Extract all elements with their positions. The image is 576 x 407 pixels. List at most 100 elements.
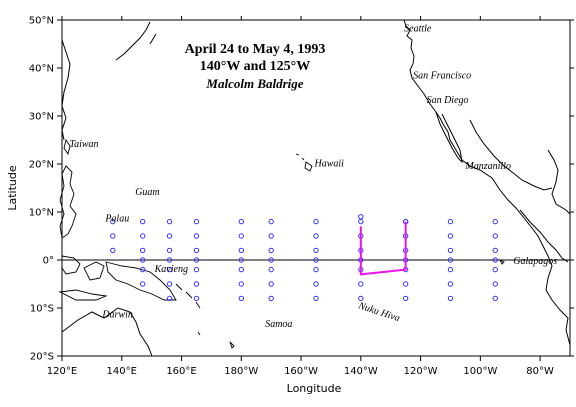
place-label: Hawaii xyxy=(314,158,345,169)
buoy-marker xyxy=(268,247,274,254)
y-tick-label: 20°N xyxy=(29,160,54,171)
japan-coast xyxy=(115,21,157,61)
buoy-marker xyxy=(313,247,319,254)
buoy-marker xyxy=(268,295,274,302)
buoy-marker xyxy=(139,218,146,225)
buoy-marker xyxy=(268,257,274,263)
buoy-marker xyxy=(358,214,364,220)
buoy-marker xyxy=(166,257,173,263)
buoy-array xyxy=(110,214,498,302)
buoy-marker xyxy=(238,247,244,254)
galapagos-islands xyxy=(498,258,505,265)
y-tick-label: 10°S xyxy=(30,304,54,315)
place-label: Samoa xyxy=(265,319,292,330)
buoy-marker xyxy=(492,218,498,225)
buoy-marker xyxy=(447,281,454,287)
buoy-marker xyxy=(193,295,200,302)
place-label: Manzanillo xyxy=(464,161,511,172)
place-label: Guam xyxy=(135,187,159,198)
buoy-marker xyxy=(166,247,173,254)
title-longitudes: 140°W and 125°W xyxy=(200,59,311,74)
new-guinea xyxy=(105,261,177,301)
buoy-marker xyxy=(447,247,454,254)
buoy-marker xyxy=(110,218,116,225)
place-label: Galapagos xyxy=(513,256,557,267)
buoy-marker xyxy=(358,295,364,302)
gulf-of-mexico-coast xyxy=(547,149,571,215)
buoy-marker xyxy=(268,218,274,225)
solomon-islands xyxy=(175,283,201,309)
buoy-marker xyxy=(110,233,116,239)
north-america-coast xyxy=(403,19,571,356)
buoy-marker xyxy=(193,257,200,263)
buoy-marker xyxy=(313,266,319,273)
place-label: Nuku Hiva xyxy=(356,300,401,324)
buoy-marker xyxy=(139,257,146,263)
buoy-marker xyxy=(447,295,454,302)
place-label: Taiwan xyxy=(69,139,98,150)
x-tick-label: 140°W xyxy=(344,366,378,377)
place-label: Darwin xyxy=(101,310,133,321)
y-tick-label: 50°N xyxy=(29,16,54,27)
asia-coast xyxy=(61,20,71,141)
x-tick-label: 80°W xyxy=(526,366,554,377)
cruise-track-line xyxy=(359,221,407,276)
x-tick-label: 100°W xyxy=(463,366,497,377)
buoy-marker xyxy=(447,233,454,239)
buoy-marker xyxy=(447,218,454,225)
x-axis-title: Longitude xyxy=(287,382,342,395)
buoy-marker xyxy=(166,281,173,287)
buoy-marker xyxy=(492,266,498,273)
buoy-marker xyxy=(139,233,146,239)
buoy-marker xyxy=(492,257,498,263)
buoy-marker xyxy=(447,266,454,273)
place-label: San Diego xyxy=(427,95,469,106)
buoy-marker xyxy=(313,281,319,287)
central-america-coast xyxy=(519,209,569,263)
buoy-marker xyxy=(268,233,274,239)
buoy-marker xyxy=(268,266,274,273)
taiwan-island xyxy=(63,138,71,156)
map-frame xyxy=(61,19,571,357)
buoy-marker xyxy=(139,266,146,273)
philippines xyxy=(59,165,77,239)
y-tick-label: 40°N xyxy=(29,64,54,75)
buoy-marker xyxy=(238,295,244,302)
cruise-track xyxy=(359,221,407,276)
buoy-marker xyxy=(193,281,200,287)
y-tick-label: 30°N xyxy=(29,112,54,123)
place-labels: Seattle San Francisco San Diego Manzanillo H… xyxy=(69,24,557,331)
buoy-marker xyxy=(313,295,319,302)
buoy-marker xyxy=(313,257,319,263)
gulf-coast xyxy=(469,119,553,191)
buoy-marker xyxy=(110,247,116,254)
buoy-marker xyxy=(193,247,200,254)
buoy-marker xyxy=(268,281,274,287)
x-tick-label: 160°W xyxy=(284,366,318,377)
place-label: Seattle xyxy=(404,24,432,35)
coastlines xyxy=(58,19,571,357)
buoy-marker xyxy=(358,281,364,287)
place-label: Palau xyxy=(104,214,129,225)
buoy-marker xyxy=(238,233,244,239)
buoy-marker xyxy=(447,257,454,263)
buoy-marker xyxy=(238,266,244,273)
buoy-marker xyxy=(166,233,173,239)
axis-ticks xyxy=(57,16,574,361)
hawaii-islands xyxy=(295,153,313,172)
title-dates: April 24 to May 4, 1993 xyxy=(185,42,326,57)
baja-coast xyxy=(435,111,463,164)
place-label: San Francisco xyxy=(413,71,471,82)
buoy-marker xyxy=(238,257,244,263)
buoy-marker xyxy=(492,281,498,287)
y-tick-label: 0° xyxy=(43,256,54,267)
title-ship-name: Malcolm Baldrige xyxy=(205,76,303,91)
y-axis-title: Latitude xyxy=(6,165,19,211)
x-tick-label: 180°W xyxy=(224,366,258,377)
x-tick-label: 140°E xyxy=(107,366,137,377)
buoy-marker xyxy=(193,233,200,239)
fiji-islands xyxy=(197,331,235,349)
buoy-marker xyxy=(313,218,319,225)
